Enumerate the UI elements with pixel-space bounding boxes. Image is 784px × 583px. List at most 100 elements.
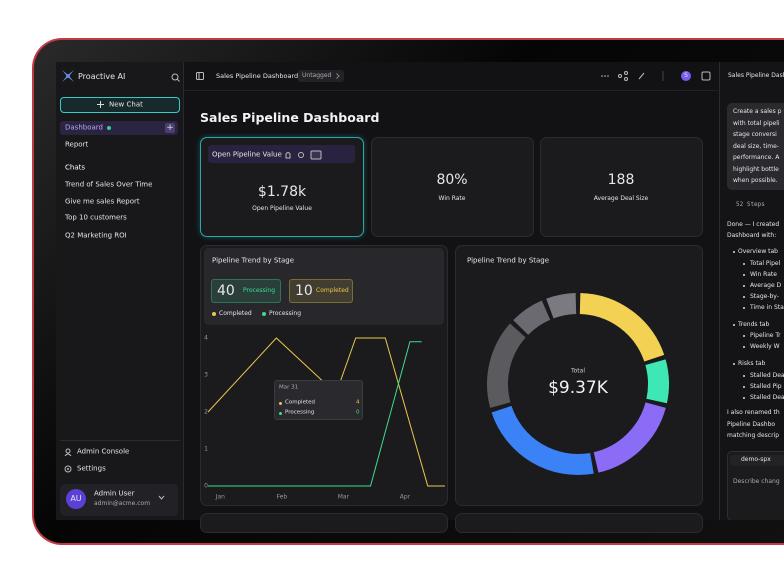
tooltip bbox=[274, 380, 363, 420]
panel-title: Sales Pipeline Dash bbox=[728, 72, 784, 79]
kpi-card[interactable] bbox=[371, 137, 534, 237]
donut-center-value: $9.37K bbox=[548, 378, 609, 398]
tag-pill[interactable] bbox=[298, 70, 344, 82]
donut-segment bbox=[546, 293, 577, 319]
tooltip-title: Mar 31 bbox=[279, 384, 299, 391]
legend-label: Processing bbox=[269, 310, 302, 317]
prompt-line: highlight bottle bbox=[733, 165, 779, 173]
section-title: Overview tab bbox=[738, 248, 778, 255]
user-avatar bbox=[66, 489, 86, 509]
avatar-initial: S bbox=[684, 72, 688, 79]
section-title: Trends tab bbox=[738, 320, 770, 328]
toolbar-icons[interactable] bbox=[600, 70, 720, 82]
footer-item[interactable]: Admin Console bbox=[77, 447, 130, 456]
bullet bbox=[743, 396, 745, 399]
section-item: Stalled Pip bbox=[750, 382, 782, 390]
page-title: Sales Pipeline Dashboard bbox=[216, 71, 299, 80]
section-item: Stage-by- bbox=[750, 292, 779, 300]
user-avatar[interactable] bbox=[681, 71, 691, 81]
tooltip-value: 0 bbox=[356, 409, 360, 416]
donut-segment bbox=[579, 293, 665, 362]
chat-item[interactable]: Trend of Sales Over Time bbox=[65, 180, 153, 189]
tooltip-dot bbox=[279, 402, 282, 405]
y-tick-label: 4 bbox=[204, 335, 208, 342]
line-series bbox=[207, 337, 445, 487]
kpi-header-label: Open Pipeline Value bbox=[212, 150, 282, 159]
prompt-line: when possible. bbox=[733, 177, 778, 184]
tooltip-label: Processing bbox=[285, 409, 315, 416]
kpi-value: 188 bbox=[607, 172, 635, 188]
topbar-divider bbox=[184, 90, 718, 91]
prompt-line: with total pipeli bbox=[733, 119, 780, 127]
reply-line: Done — I created bbox=[727, 221, 780, 228]
chart-header bbox=[204, 248, 444, 325]
logo bbox=[62, 70, 74, 82]
section-title: Risks tab bbox=[738, 360, 766, 367]
donut-segment bbox=[593, 401, 666, 473]
chat-item[interactable]: Top 10 customers bbox=[65, 213, 127, 222]
line-series bbox=[208, 341, 422, 487]
chart-card bbox=[200, 513, 448, 533]
x-tick-label: Mar bbox=[338, 494, 350, 501]
chevron bbox=[336, 73, 340, 79]
section-item: Time in Sta bbox=[750, 303, 784, 311]
chat-item[interactable]: Give me sales Report bbox=[65, 197, 140, 206]
sidebar bbox=[56, 62, 184, 520]
bullet bbox=[743, 306, 745, 309]
chart-title: Pipeline Trend by Stage bbox=[467, 256, 550, 265]
repo-chip bbox=[730, 455, 784, 466]
closing-line: matching descrip bbox=[727, 432, 780, 439]
chevron[interactable] bbox=[158, 495, 165, 500]
prompt-line: performance. A bbox=[733, 154, 780, 161]
settings-icon bbox=[64, 465, 72, 473]
bullet bbox=[743, 374, 745, 377]
x-tick-label: Apr bbox=[400, 494, 411, 501]
tooltip-dot bbox=[279, 412, 282, 415]
nav-item[interactable]: Report bbox=[65, 140, 89, 149]
donut-segment bbox=[491, 405, 594, 475]
nav-active[interactable] bbox=[60, 121, 178, 135]
tag-label[interactable]: Untagged bbox=[302, 72, 332, 79]
new-chat-label[interactable]: New Chat bbox=[109, 100, 143, 109]
bullet bbox=[743, 346, 745, 348]
donut-center-label: Total bbox=[570, 368, 585, 375]
y-tick-label: 0 bbox=[204, 483, 208, 490]
section-item: Win Rate bbox=[750, 270, 777, 278]
tooltip-label: Completed bbox=[285, 399, 315, 406]
bullet bbox=[733, 251, 735, 253]
chart-card bbox=[455, 513, 703, 533]
legend-dot bbox=[212, 312, 216, 316]
prompt-bubble bbox=[727, 103, 784, 190]
repo-label: demo-spx bbox=[741, 456, 771, 463]
kpi-label: Win Rate bbox=[438, 195, 466, 202]
search-icon[interactable] bbox=[171, 73, 180, 82]
admin-icon bbox=[64, 448, 72, 456]
steps-label: 52 Steps bbox=[736, 201, 765, 208]
kpi-header-icons[interactable] bbox=[283, 150, 323, 160]
section-heading: Chats bbox=[65, 163, 86, 172]
chat-item[interactable]: Q2 Marketing ROI bbox=[65, 231, 127, 240]
divider bbox=[60, 440, 180, 441]
bullet bbox=[743, 284, 745, 287]
footer-item[interactable]: Settings bbox=[77, 464, 106, 473]
legend-label: Completed bbox=[219, 310, 252, 317]
reply-line: Dashboard with: bbox=[727, 232, 777, 239]
prompt-line: Create a sales p bbox=[733, 108, 782, 115]
tooltip-value: 4 bbox=[356, 399, 360, 406]
section-item: Stalled Dea bbox=[750, 371, 784, 379]
chat-input[interactable]: Describe chang bbox=[733, 478, 780, 485]
brand: Proactive AI bbox=[78, 72, 126, 81]
nav-item[interactable]: Dashboard bbox=[65, 123, 103, 132]
kpi-card[interactable] bbox=[540, 137, 703, 237]
badge bbox=[211, 279, 281, 303]
new-chat-button[interactable] bbox=[60, 97, 180, 113]
chart-title: Pipeline Trend by Stage bbox=[212, 256, 295, 265]
section-item: Stalled Dea bbox=[750, 393, 784, 401]
bullet bbox=[743, 262, 745, 265]
bullet bbox=[743, 385, 745, 388]
panel-icon[interactable] bbox=[196, 72, 204, 80]
assistant-panel: Sales Pipeline Dash Create a sales p with … bbox=[719, 62, 784, 520]
add-button[interactable]: + bbox=[165, 123, 175, 133]
